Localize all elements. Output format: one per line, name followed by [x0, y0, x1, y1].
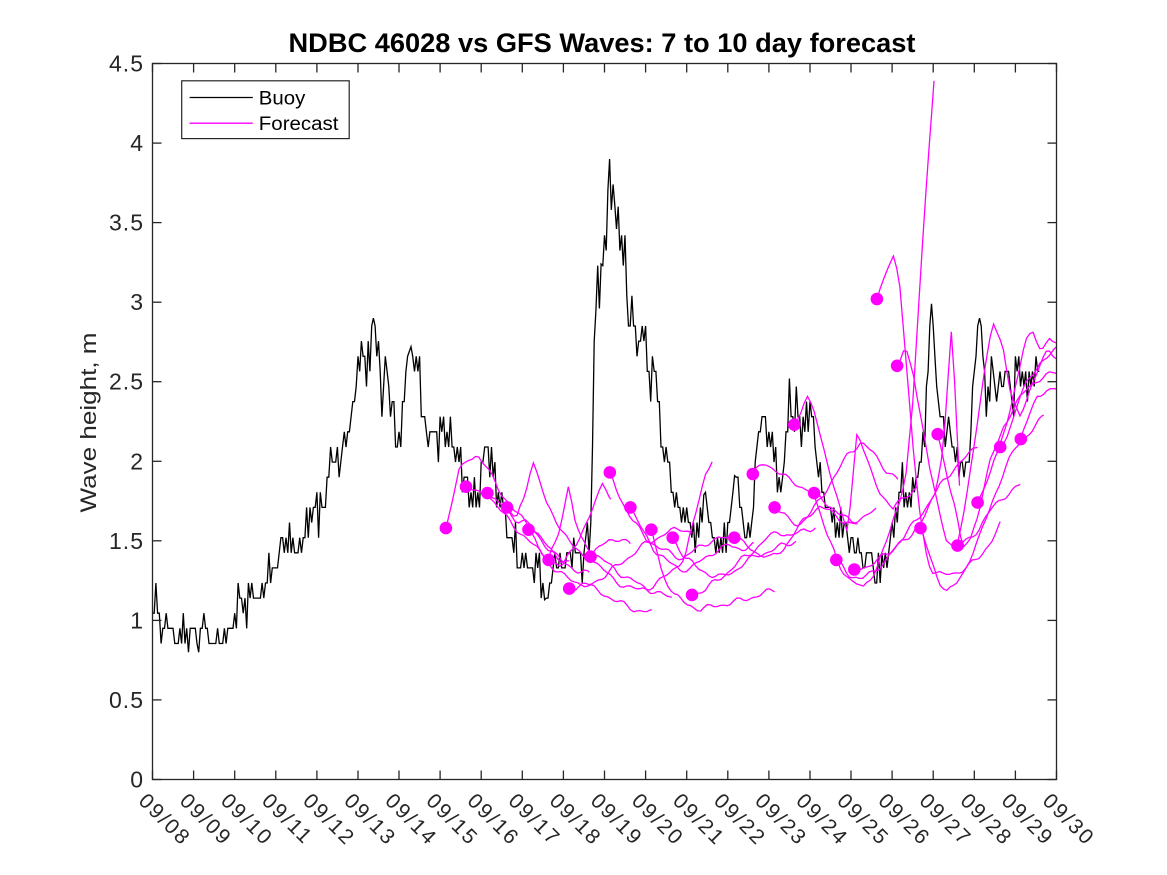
- svg-text:2.5: 2.5: [109, 369, 144, 395]
- svg-text:0: 0: [130, 767, 144, 793]
- svg-text:3: 3: [130, 289, 144, 315]
- svg-text:1.5: 1.5: [109, 528, 144, 554]
- svg-text:Forecast: Forecast: [259, 114, 339, 135]
- svg-text:0.5: 0.5: [109, 687, 144, 713]
- svg-text:Buoy: Buoy: [259, 89, 306, 110]
- svg-text:3.5: 3.5: [109, 210, 144, 236]
- svg-text:NDBC 46028 vs GFS Waves: 7 to: NDBC 46028 vs GFS Waves: 7 to 10 day for…: [289, 28, 916, 58]
- svg-text:4.5: 4.5: [109, 51, 144, 77]
- svg-text:1: 1: [130, 607, 144, 633]
- svg-text:Wave height, m: Wave height, m: [76, 333, 101, 513]
- svg-text:4: 4: [130, 130, 144, 156]
- svg-text:2: 2: [130, 448, 144, 474]
